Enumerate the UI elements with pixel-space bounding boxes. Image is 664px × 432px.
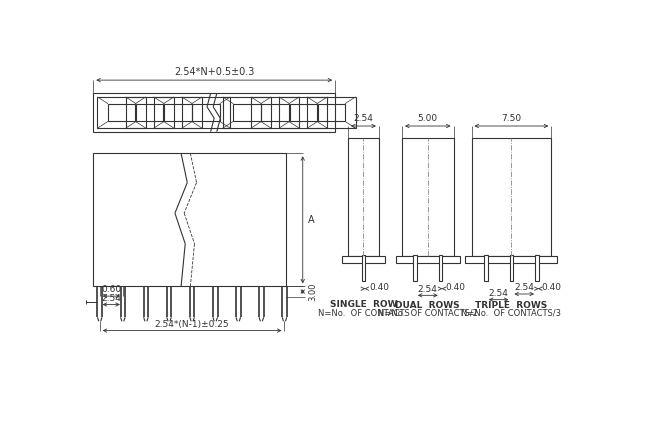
Bar — [318, 104, 345, 121]
Bar — [471, 138, 551, 256]
Bar — [509, 255, 513, 281]
Bar — [182, 97, 230, 128]
Bar — [439, 255, 442, 281]
Bar — [136, 104, 163, 121]
Bar — [342, 256, 385, 263]
Bar — [125, 97, 174, 128]
Bar — [262, 104, 289, 121]
Bar — [98, 97, 146, 128]
Bar — [413, 255, 417, 281]
Bar — [233, 104, 260, 121]
Bar — [164, 104, 191, 121]
Bar — [153, 97, 202, 128]
Bar — [108, 104, 135, 121]
Text: 2.54: 2.54 — [514, 283, 534, 292]
Bar — [279, 97, 327, 128]
Bar — [465, 256, 558, 263]
Text: 7.50: 7.50 — [501, 114, 521, 124]
Text: 2.54: 2.54 — [102, 293, 122, 302]
Text: 0.40: 0.40 — [542, 283, 562, 292]
Bar — [193, 104, 220, 121]
Bar — [251, 97, 299, 128]
Text: 0.60: 0.60 — [101, 285, 122, 294]
Bar — [93, 93, 335, 132]
Text: 3.00: 3.00 — [308, 283, 317, 301]
Text: A: A — [308, 215, 315, 225]
Text: 0.40: 0.40 — [369, 283, 389, 292]
Bar — [402, 138, 454, 256]
Text: N=No.  OF CONTACTS: N=No. OF CONTACTS — [317, 308, 409, 318]
Bar — [535, 255, 539, 281]
Text: 2.54: 2.54 — [353, 114, 373, 124]
Bar — [290, 104, 317, 121]
Text: SINGLE  ROW: SINGLE ROW — [330, 300, 397, 308]
Text: 2.54*(N-1)±0.25: 2.54*(N-1)±0.25 — [155, 320, 229, 329]
Bar — [362, 255, 365, 281]
Text: 0.40: 0.40 — [446, 283, 465, 292]
Bar — [222, 97, 271, 128]
Bar — [484, 255, 487, 281]
Bar — [93, 153, 286, 286]
Text: 2.54*N+0.5±0.3: 2.54*N+0.5±0.3 — [174, 67, 254, 77]
Text: 2.54: 2.54 — [418, 285, 438, 294]
Text: N=No.  OF CONTACTS/2: N=No. OF CONTACTS/2 — [378, 308, 477, 318]
Bar — [396, 256, 459, 263]
Bar — [348, 138, 379, 256]
Text: 2.54: 2.54 — [489, 289, 509, 298]
Text: TRIPLE  ROWS: TRIPLE ROWS — [475, 301, 548, 310]
Text: N=No.  OF CONTACTS/3: N=No. OF CONTACTS/3 — [461, 308, 561, 318]
Text: DUAL  ROWS: DUAL ROWS — [396, 301, 460, 310]
Bar — [307, 97, 356, 128]
Text: 5.00: 5.00 — [418, 114, 438, 124]
